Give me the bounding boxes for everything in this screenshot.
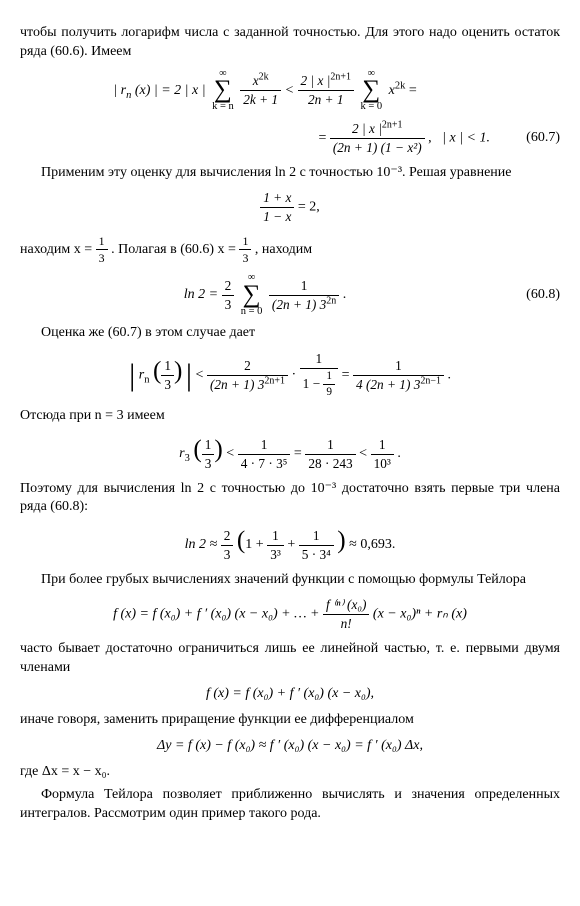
paragraph: находим x = 13 . Полагая в (60.6) x = 13… bbox=[20, 233, 560, 266]
equation: 1 + x 1 − x = 2, bbox=[20, 189, 560, 226]
equation-number: (60.8) bbox=[510, 286, 560, 305]
equation: Δy = f (x) − f (x₀) ≈ f ′ (x₀) (x − x₀) … bbox=[20, 737, 560, 756]
intro-paragraph: чтобы получить логарифм числа с заданной… bbox=[20, 24, 560, 62]
fraction: 1 + x 1 − x bbox=[260, 189, 294, 226]
sigma-icon: ∞ ∑ k = 0 bbox=[360, 69, 382, 113]
equation: f (x) = f (x₀) + f ′ (x₀) (x − x₀), bbox=[20, 685, 560, 704]
equation: r3 (13) < 14 · 7 · 3⁵ = 128 · 243 < 110³… bbox=[20, 433, 560, 472]
equation-60-7: | rn (x) | = 2 | x | ∞ ∑ k = n x2k 2k + … bbox=[20, 69, 560, 113]
equation: ln 2 ≈ 23 ((1 +1 + 13³ + 15 · 3⁴ ) ≈ 0,6… bbox=[20, 524, 560, 563]
taylor-formula: f (x) = f (x₀) + f ′ (x₀) (x − x₀) + … +… bbox=[20, 596, 560, 633]
paragraph: Применим эту оценку для вычисления ln 2 … bbox=[20, 164, 560, 183]
paragraph: При более грубых вычислениях значений фу… bbox=[20, 571, 560, 590]
paragraph: Формула Тейлора позволяет приближенно вы… bbox=[20, 786, 560, 824]
paragraph: часто бывает достаточно ограничиться лиш… bbox=[20, 640, 560, 678]
equation-number: (60.7) bbox=[510, 129, 560, 148]
paragraph: где Δx = x − x₀. bbox=[20, 763, 560, 782]
sigma-icon: ∞ ∑ n = 0 bbox=[241, 273, 263, 317]
equation: | rn (13) | < 2 (2n + 1) 32n+1 · 1 1 − 1… bbox=[20, 350, 560, 400]
paragraph: Отсюда при n = 3 имеем bbox=[20, 407, 560, 426]
fraction: 2 | x |2n+1 2n + 1 bbox=[298, 72, 354, 109]
equation-60-7-line2: = 2 | x |2n+1 (2n + 1) (1 − x²) , | x | … bbox=[20, 120, 560, 157]
paragraph: Поэтому для вычисления ln 2 с точностью … bbox=[20, 480, 560, 518]
equation-60-8: ln 2 = 23 ∞ ∑ n = 0 1 (2n + 1) 32n . (60… bbox=[20, 273, 560, 317]
fraction: x2k 2k + 1 bbox=[240, 72, 281, 109]
fraction: 2 | x |2n+1 (2n + 1) (1 − x²) bbox=[330, 120, 425, 157]
paragraph: иначе говоря, заменить приращение функци… bbox=[20, 711, 560, 730]
eq1-lhs: | rn (x) | = 2 | x | bbox=[113, 83, 209, 98]
sigma-icon: ∞ ∑ k = n bbox=[212, 69, 234, 113]
paragraph: Оценка же (60.7) в этом случае дает bbox=[20, 324, 560, 343]
